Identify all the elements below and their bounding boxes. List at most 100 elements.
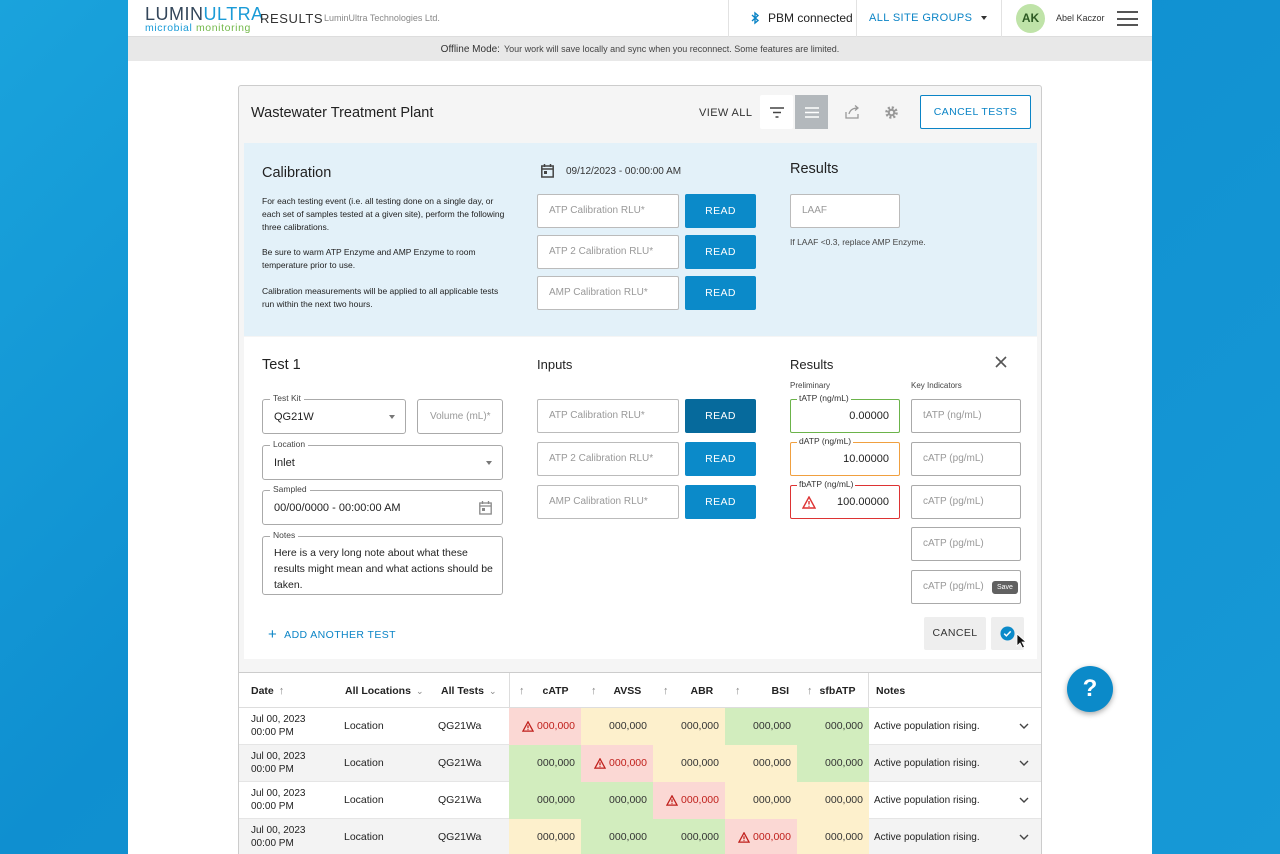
chevron-down-icon[interactable]	[981, 16, 987, 20]
notes-textarea[interactable]: Notes Here is a very long note about wha…	[262, 530, 503, 595]
table-row[interactable]: Jul 00, 2023 00:00 PM Location QG21Wa 000,00…	[239, 708, 1041, 745]
read-test-amp-button[interactable]: READ	[685, 485, 756, 519]
tatp-label: tATP (ng/mL)	[797, 393, 851, 404]
row-value-cell: 000,000	[653, 745, 725, 782]
test-atp-calibration-input[interactable]: ATP Calibration RLU*	[537, 399, 679, 433]
tatp-result-field[interactable]: tATP (ng/mL) 0.00000	[790, 393, 900, 433]
location-filter-header[interactable]: All Locations ⌄	[345, 685, 424, 697]
expand-row-button[interactable]	[1019, 745, 1029, 782]
tatp-value: 0.00000	[849, 410, 889, 422]
date-column-header[interactable]: Date ↑	[251, 685, 285, 697]
inputs-title: Inputs	[537, 357, 573, 372]
share-button[interactable]	[836, 95, 869, 129]
divider	[1001, 0, 1002, 37]
view-all-button[interactable]: VIEW ALL	[699, 107, 753, 119]
row-value-cell: 000,000	[725, 745, 797, 782]
row-value-cell: 000,000	[509, 745, 581, 782]
read-atp2-calibration-button[interactable]: READ	[685, 235, 756, 269]
test-kit-label: Test Kit	[270, 393, 304, 404]
expand-row-button[interactable]	[1019, 708, 1029, 745]
key-indicator-field[interactable]: cATP (pg/mL)	[911, 485, 1021, 519]
site-card: Wastewater Treatment Plant VIEW ALL CANC…	[238, 85, 1042, 854]
row-value-cell: 000,000	[797, 819, 869, 854]
warning-icon	[522, 720, 535, 732]
expand-row-button[interactable]	[1019, 782, 1029, 819]
read-amp-calibration-button[interactable]: READ	[685, 276, 756, 310]
filter-button[interactable]	[760, 95, 793, 129]
read-atp-calibration-button[interactable]: READ	[685, 194, 756, 228]
luminultra-logo[interactable]: LUMINULTRA microbial monitoring	[145, 4, 264, 34]
sort-arrow-icon: ↑	[278, 685, 285, 697]
cancel-button[interactable]: CANCEL	[924, 617, 986, 650]
sfbatp-column-header[interactable]: ↑ sfbATP	[807, 685, 856, 697]
datp-value: 10.00000	[843, 453, 889, 465]
user-name[interactable]: Abel Kaczor	[1056, 13, 1105, 23]
atp2-calibration-input[interactable]: ATP 2 Calibration RLU*	[537, 235, 679, 269]
test-amp-calibration-input[interactable]: AMP Calibration RLU*	[537, 485, 679, 519]
volume-input[interactable]: Volume (mL)*	[417, 399, 503, 434]
table-row[interactable]: Jul 00, 2023 00:00 PM Location QG21Wa 000,00…	[239, 819, 1041, 854]
atp-calibration-input[interactable]: ATP Calibration RLU*	[537, 194, 679, 228]
read-test-atp2-button[interactable]: READ	[685, 442, 756, 476]
offline-banner: Offline Mode: Your work will save locally…	[128, 37, 1152, 61]
test-kit-select[interactable]: Test Kit QG21W	[262, 393, 406, 434]
row-value-cell: 000,000	[509, 708, 581, 745]
key-indicator-field[interactable]: cATP (pg/mL)	[911, 527, 1021, 561]
expand-row-button[interactable]	[1019, 819, 1029, 854]
datp-result-field[interactable]: dATP (ng/mL) 10.00000	[790, 436, 900, 476]
calendar-icon[interactable]	[479, 501, 492, 515]
table-row[interactable]: Jul 00, 2023 00:00 PM Location QG21Wa 000,00…	[239, 745, 1041, 782]
avss-column-header[interactable]: ↑ AVSS	[591, 685, 642, 697]
read-test-atp-button[interactable]: READ	[685, 399, 756, 433]
bluetooth-status[interactable]: PBM connected	[748, 11, 853, 25]
row-date: Jul 00, 2023 00:00 PM	[251, 788, 306, 812]
app-window: LUMINULTRA microbial monitoring RESULTS …	[128, 0, 1152, 854]
row-value-cell: 000,000	[581, 708, 653, 745]
sort-arrow-icon: ↑	[807, 685, 813, 697]
add-another-test-button[interactable]: + ADD ANOTHER TEST	[268, 627, 396, 642]
table-row[interactable]: Jul 00, 2023 00:00 PM Location QG21Wa 000,00…	[239, 782, 1041, 819]
hamburger-menu-icon[interactable]	[1117, 11, 1138, 26]
warning-icon	[666, 794, 679, 806]
row-note: Active population rising.	[874, 795, 980, 806]
tests-filter-header[interactable]: All Tests ⌄	[441, 685, 497, 697]
avatar[interactable]: AK	[1016, 4, 1045, 33]
key-indicator-field[interactable]: cATP (pg/mL)	[911, 442, 1021, 476]
site-groups-dropdown[interactable]: ALL SITE GROUPS	[869, 12, 973, 24]
row-test: QG21Wa	[438, 720, 482, 732]
sampled-datetime-field[interactable]: Sampled 00/00/0000 - 00:00:00 AM	[262, 484, 503, 525]
catp-column-header[interactable]: ↑ cATP	[519, 685, 569, 697]
test-section: Test 1 Test Kit QG21W Volume (mL)* Locat…	[244, 337, 1037, 659]
abr-column-header[interactable]: ↑ ABR	[663, 685, 714, 697]
row-value-cell: 000,000	[581, 819, 653, 854]
key-indicator-field[interactable]: tATP (ng/mL)	[911, 399, 1021, 433]
close-icon[interactable]	[994, 355, 1008, 369]
settings-button[interactable]	[875, 95, 908, 129]
fbatp-result-field[interactable]: fbATP (ng/mL) 100.00000	[790, 479, 900, 519]
key-indicator-placeholder: cATP (pg/mL)	[923, 496, 984, 507]
laaf-field[interactable]: LAAF	[790, 194, 900, 228]
bsi-column-header[interactable]: ↑ BSI	[735, 685, 790, 697]
row-location: Location	[344, 794, 384, 806]
location-select[interactable]: Location Inlet	[262, 439, 503, 480]
row-value-cell: 000,000	[725, 708, 797, 745]
help-button[interactable]: ?	[1067, 666, 1113, 712]
datp-label: dATP (ng/mL)	[797, 436, 854, 447]
key-indicator-placeholder: cATP (pg/mL)	[923, 538, 984, 549]
list-view-button[interactable]	[795, 95, 828, 129]
row-value-cell: 000,000	[725, 819, 797, 854]
sort-arrow-icon: ↑	[663, 685, 669, 697]
amp-calibration-input[interactable]: AMP Calibration RLU*	[537, 276, 679, 310]
calibration-datetime[interactable]: 09/12/2023 - 00:00:00 AM	[541, 164, 681, 178]
chevron-down-icon: ⌄	[415, 685, 424, 696]
list-icon	[804, 106, 819, 118]
calendar-icon	[541, 164, 554, 178]
row-value-cell: 000,000	[797, 782, 869, 819]
test-atp2-calibration-input[interactable]: ATP 2 Calibration RLU*	[537, 442, 679, 476]
calibration-results-title: Results	[790, 161, 839, 177]
cancel-tests-button[interactable]: CANCEL TESTS	[920, 95, 1031, 129]
row-location: Location	[344, 831, 384, 843]
filter-icon	[769, 106, 784, 118]
table-body: Jul 00, 2023 00:00 PM Location QG21Wa 000,00…	[239, 708, 1041, 854]
add-another-test-label: ADD ANOTHER TEST	[284, 629, 396, 641]
